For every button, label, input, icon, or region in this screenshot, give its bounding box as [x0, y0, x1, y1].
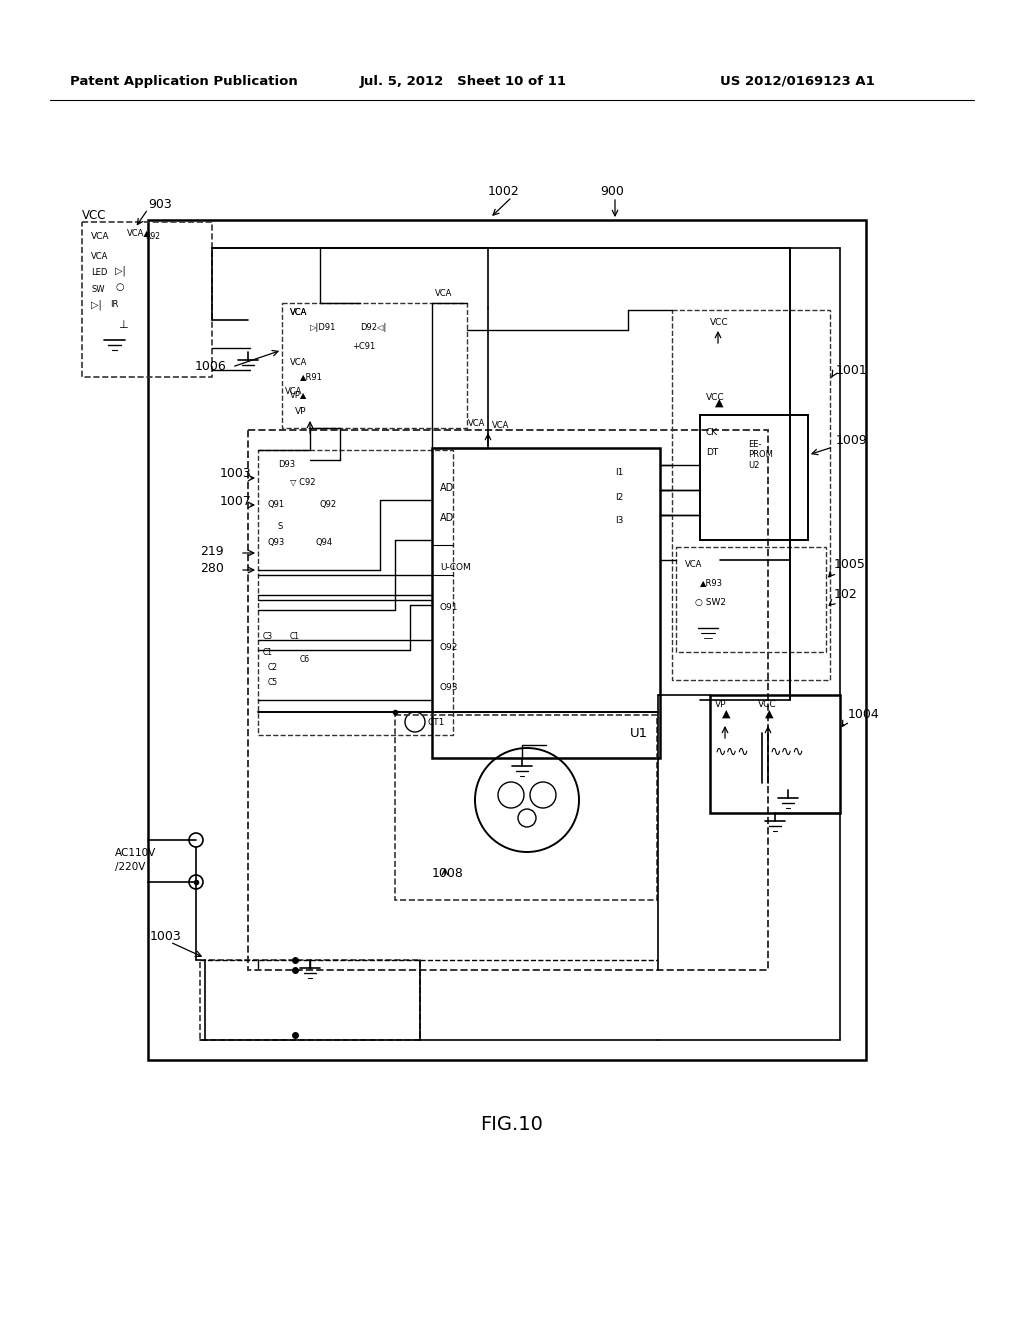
Text: 1006: 1006 — [195, 360, 226, 374]
Text: AC110V: AC110V — [115, 847, 157, 858]
Text: VCA: VCA — [290, 358, 307, 367]
Bar — [148, 220, 866, 1060]
Text: 219: 219 — [200, 545, 223, 558]
Text: ▲R93: ▲R93 — [700, 578, 723, 587]
Text: 280: 280 — [200, 562, 224, 576]
Text: ▽ C92: ▽ C92 — [290, 478, 315, 487]
Text: 903: 903 — [148, 198, 172, 211]
Text: VCC: VCC — [710, 318, 729, 327]
Text: C3: C3 — [263, 632, 273, 642]
Bar — [676, 546, 826, 652]
Text: O91: O91 — [440, 603, 459, 612]
Text: VCC: VCC — [706, 393, 725, 403]
Text: R92: R92 — [145, 232, 160, 242]
Text: 1009: 1009 — [836, 433, 867, 446]
Text: ▲: ▲ — [722, 709, 730, 719]
Text: VP: VP — [295, 407, 306, 416]
Text: U-COM: U-COM — [440, 564, 471, 572]
Text: ○: ○ — [115, 282, 124, 292]
Bar — [282, 304, 467, 428]
Text: VCA: VCA — [285, 387, 302, 396]
Text: 1003: 1003 — [150, 931, 181, 942]
Text: ▲: ▲ — [765, 709, 773, 719]
Text: ▷|: ▷| — [115, 265, 126, 276]
Text: EE-
PROM
U2: EE- PROM U2 — [748, 440, 773, 470]
Text: AD: AD — [440, 483, 455, 492]
Text: C6: C6 — [300, 655, 310, 664]
Text: /220V: /220V — [115, 862, 145, 873]
Text: 1002: 1002 — [488, 185, 520, 198]
Text: FIG.10: FIG.10 — [480, 1115, 544, 1134]
Text: VCA▲: VCA▲ — [127, 228, 151, 238]
Text: D92◁|: D92◁| — [360, 323, 386, 333]
Text: ⊥: ⊥ — [118, 319, 128, 330]
Text: LED: LED — [91, 268, 108, 277]
Text: 1008: 1008 — [432, 867, 464, 880]
Text: 102: 102 — [834, 589, 858, 602]
Text: VCA: VCA — [91, 252, 109, 261]
Text: Q93: Q93 — [268, 539, 286, 546]
Text: IR: IR — [110, 300, 119, 309]
Text: ▷|D91: ▷|D91 — [310, 323, 336, 333]
Text: AD: AD — [440, 513, 455, 523]
Text: C5: C5 — [268, 678, 279, 686]
Text: Patent Application Publication: Patent Application Publication — [70, 75, 298, 88]
Bar — [200, 960, 420, 1040]
Text: 900: 900 — [600, 185, 624, 198]
Text: VCA: VCA — [290, 308, 307, 317]
Text: VCA: VCA — [91, 232, 110, 242]
Bar — [432, 447, 660, 758]
Bar — [395, 715, 657, 900]
Text: VCC: VCC — [758, 700, 776, 709]
Text: +C91: +C91 — [352, 342, 375, 351]
Text: 1005: 1005 — [834, 558, 866, 572]
Bar — [700, 414, 808, 540]
Text: 1003: 1003 — [220, 467, 252, 480]
Text: C1: C1 — [263, 648, 273, 657]
Text: ∿∿∿: ∿∿∿ — [715, 744, 750, 759]
Bar — [672, 310, 830, 680]
Text: I3: I3 — [615, 516, 624, 525]
Text: ∿∿∿: ∿∿∿ — [770, 744, 805, 759]
Text: ○ SW2: ○ SW2 — [695, 598, 726, 607]
Bar — [82, 222, 212, 378]
Bar — [710, 696, 840, 813]
Text: 1007: 1007 — [220, 495, 252, 508]
Text: C1: C1 — [290, 632, 300, 642]
Text: S: S — [278, 521, 284, 531]
Text: DT: DT — [706, 447, 718, 457]
Text: O92: O92 — [440, 643, 459, 652]
Text: VCA: VCA — [435, 289, 453, 298]
Text: VP▲: VP▲ — [290, 389, 307, 399]
Text: CK: CK — [706, 428, 718, 437]
Text: VCA: VCA — [468, 418, 485, 428]
Text: I2: I2 — [615, 492, 624, 502]
Text: I1: I1 — [615, 469, 624, 477]
Text: Jul. 5, 2012   Sheet 10 of 11: Jul. 5, 2012 Sheet 10 of 11 — [360, 75, 567, 88]
Text: VP: VP — [715, 700, 726, 709]
Text: Q94: Q94 — [315, 539, 332, 546]
Text: Q92: Q92 — [319, 500, 337, 510]
Text: ▷|: ▷| — [91, 300, 101, 310]
Bar — [258, 450, 453, 735]
Text: D93: D93 — [278, 459, 295, 469]
Text: VCA: VCA — [685, 560, 702, 569]
Text: VCA: VCA — [492, 421, 509, 430]
Text: Q91: Q91 — [268, 500, 285, 510]
Text: 1004: 1004 — [848, 709, 880, 722]
Text: VCC: VCC — [82, 209, 106, 222]
Text: C2: C2 — [268, 663, 278, 672]
Text: O93: O93 — [440, 682, 459, 692]
Text: CT1: CT1 — [428, 718, 445, 727]
Text: ▲R91: ▲R91 — [300, 372, 323, 381]
Text: U1: U1 — [630, 727, 648, 741]
Text: SW: SW — [91, 285, 104, 294]
Text: 1001: 1001 — [836, 363, 867, 376]
Bar — [248, 430, 768, 970]
Text: VCA: VCA — [290, 308, 307, 317]
Text: ▲: ▲ — [715, 399, 724, 408]
Text: US 2012/0169123 A1: US 2012/0169123 A1 — [720, 75, 874, 88]
